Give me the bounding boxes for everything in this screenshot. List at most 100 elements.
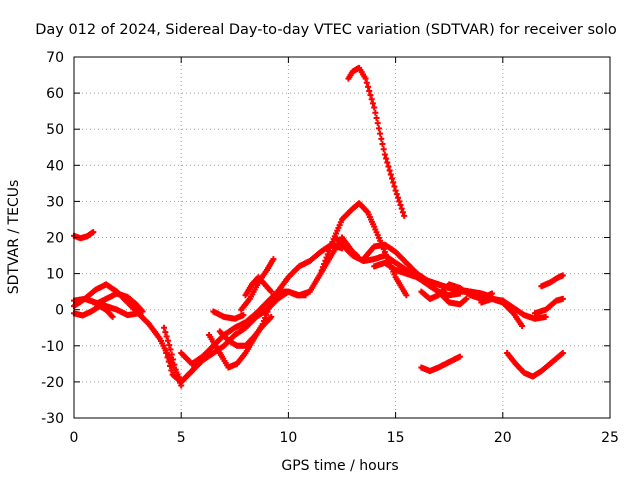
data-point [168, 351, 175, 358]
data-point [327, 244, 334, 251]
data-point [265, 305, 272, 312]
data-point [270, 256, 277, 263]
data-point [161, 324, 168, 331]
y-axis-label: SDTVAR / TECUs [6, 180, 22, 295]
ticks [73, 56, 611, 419]
data-point [377, 130, 384, 137]
data-point [386, 167, 393, 174]
data-point [403, 292, 410, 299]
data-point [393, 191, 400, 198]
data-point [264, 308, 271, 315]
data-point [380, 146, 387, 153]
y-tick-label: 10 [46, 267, 64, 283]
data-point [323, 254, 330, 261]
data-point [325, 248, 332, 255]
y-tick-label: -30 [41, 411, 64, 427]
data-point [372, 109, 379, 116]
data-point [519, 322, 526, 329]
data-points [71, 64, 566, 389]
data-point [396, 198, 403, 205]
data-point [163, 350, 170, 357]
data-point [267, 302, 274, 309]
y-tick-label: -10 [41, 339, 64, 355]
data-point [166, 342, 173, 349]
data-point [321, 260, 328, 267]
y-tick-label: 40 [46, 158, 64, 174]
y-tick-label: 30 [46, 194, 64, 210]
y-tick-label: 60 [46, 86, 64, 102]
data-point [385, 163, 392, 170]
data-point [366, 88, 373, 95]
x-axis-label: GPS time / hours [281, 458, 398, 474]
data-point [375, 125, 382, 132]
data-point [397, 202, 404, 209]
data-point [324, 251, 331, 258]
data-point [365, 83, 372, 90]
series-sat-t [424, 281, 470, 308]
series-sat-j [210, 308, 247, 322]
data-point [489, 290, 496, 297]
series-sat-e [92, 290, 146, 315]
chart-title: Day 012 of 2024, Sidereal Day-to-day VTE… [35, 22, 617, 38]
data-point [319, 264, 326, 271]
x-tick-label: 5 [177, 430, 186, 446]
data-point [317, 270, 324, 277]
data-point [379, 141, 386, 148]
series-sat-y [538, 272, 566, 290]
data-point [363, 79, 370, 86]
data-point [139, 308, 146, 315]
y-tick-label: 0 [55, 303, 64, 319]
data-point [90, 229, 97, 236]
series-sat-u [418, 353, 463, 375]
data-point [371, 104, 378, 111]
data-point [318, 267, 325, 274]
data-point [559, 350, 566, 357]
data-point [368, 96, 375, 103]
data-point [263, 311, 270, 318]
data-point [559, 295, 566, 302]
data-point [383, 155, 390, 162]
data-point [374, 120, 381, 127]
data-point [389, 175, 396, 182]
data-point [399, 209, 406, 216]
data-point [367, 92, 374, 99]
data-point [164, 354, 171, 361]
tick-labels: 0 5 10 15 20 25 -30 -20 -10 0 10 20 30 40 50 60 70 [41, 50, 619, 446]
data-point [369, 100, 376, 107]
data-point [168, 367, 175, 374]
data-point [171, 361, 178, 368]
data-point [362, 75, 369, 82]
x-tick-label: 10 [279, 430, 297, 446]
data-point [384, 159, 391, 166]
data-point [373, 114, 380, 121]
x-tick-label: 25 [601, 430, 619, 446]
data-point [240, 312, 247, 319]
series-sat-x [531, 295, 566, 317]
data-point [463, 295, 470, 302]
y-tick-label: 50 [46, 122, 64, 138]
series-sat-k [216, 313, 275, 349]
data-point [162, 329, 169, 336]
data-point [322, 257, 329, 264]
y-tick-label: -20 [41, 375, 64, 391]
data-point [456, 353, 463, 360]
data-point [302, 292, 309, 299]
series-sat-v [478, 295, 526, 329]
data-point [390, 179, 397, 186]
data-point [163, 333, 170, 340]
data-point [401, 212, 408, 219]
series-sat-p [345, 64, 408, 219]
data-point [167, 346, 174, 353]
series-sat-m [242, 274, 275, 299]
data-point [164, 337, 171, 344]
data-point [392, 187, 399, 194]
data-point [167, 363, 174, 370]
data-point [381, 151, 388, 158]
y-tick-label: 20 [46, 231, 64, 247]
series-sat-w [504, 350, 566, 380]
data-point [391, 183, 398, 190]
data-point [268, 288, 275, 295]
y-tick-label: 70 [46, 50, 64, 66]
